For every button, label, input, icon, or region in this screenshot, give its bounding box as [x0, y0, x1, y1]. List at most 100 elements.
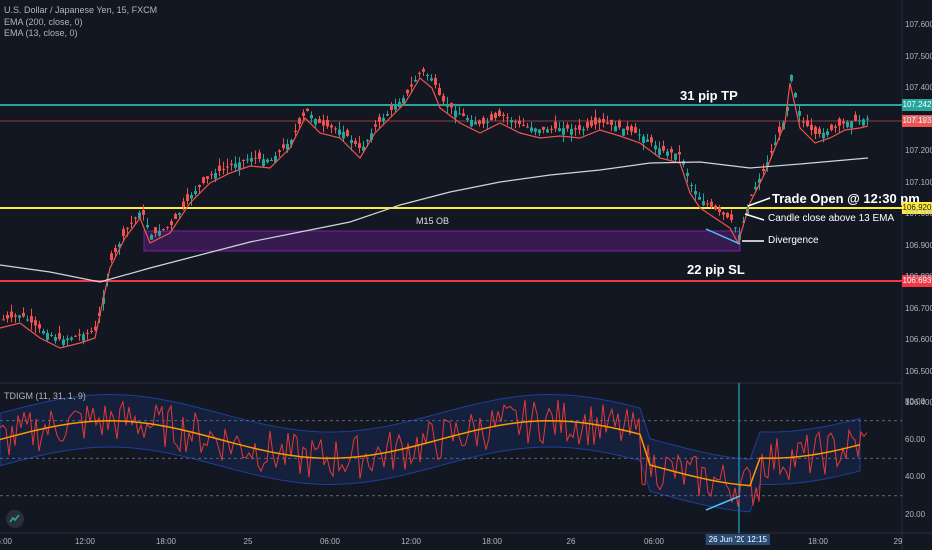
candle-body [210, 174, 213, 176]
candle-body [818, 128, 821, 134]
candle-body [686, 173, 689, 176]
candle-body [30, 316, 33, 323]
candle-body [586, 121, 589, 128]
candle-body [386, 114, 389, 116]
time-tick-label: 25 [243, 537, 253, 546]
osc-rsi-line [0, 399, 868, 507]
candle-close-label: Candle close above 13 EMA [768, 213, 895, 224]
candle-body [762, 168, 765, 171]
candle-body [490, 114, 493, 120]
price-tick-label: 106.800 [905, 272, 932, 281]
candle-body [370, 133, 373, 140]
candle-body [678, 151, 681, 155]
time-tick-label: 12:00 [400, 537, 422, 546]
candle-body [390, 104, 393, 110]
candle-body [302, 112, 305, 116]
candle-body [846, 121, 849, 128]
candle-body [10, 311, 13, 318]
candle-body [646, 139, 649, 142]
candle-body [350, 140, 353, 144]
candle-body [66, 338, 69, 340]
candle-body [338, 129, 341, 135]
candle-body [258, 152, 261, 159]
candle-body [830, 124, 833, 130]
candle-body [694, 191, 697, 195]
candle-body [306, 108, 309, 111]
candle-body [826, 131, 829, 136]
candle-body [442, 95, 445, 102]
candle-body [190, 195, 193, 199]
candle-body [574, 128, 577, 130]
price-tick-label: 107.400 [905, 83, 932, 92]
candle-body [222, 168, 225, 170]
candle-body [250, 158, 253, 162]
price-tick-label: 107.600 [905, 20, 932, 29]
candle-body [38, 324, 41, 329]
candle-arrow [744, 213, 765, 221]
candle-body [606, 122, 609, 124]
candle-body [766, 162, 769, 167]
candle-body [314, 119, 317, 125]
candle-body [550, 128, 553, 130]
candle-body [18, 315, 21, 318]
candle-body [638, 134, 641, 136]
price-tick-label: 106.400 [905, 398, 932, 407]
candle-body [206, 176, 209, 179]
candle-body [598, 119, 601, 123]
time-tick-label: 12:15 [743, 534, 771, 545]
time-tick-label: 26 Jun '20 [705, 534, 749, 545]
candle-body [182, 201, 185, 207]
time-tick-label: 06:00 [0, 537, 13, 546]
candle-body [298, 118, 301, 124]
candle-body [626, 126, 629, 131]
candle-body [402, 98, 405, 104]
candle-body [270, 160, 273, 161]
candle-body [582, 129, 585, 131]
tp-label: 31 pip TP [680, 88, 738, 103]
candle-body [346, 130, 349, 136]
indicator-ema200: EMA (200, close, 0) [4, 17, 83, 27]
candle-body [790, 75, 793, 81]
ema200-line [0, 157, 869, 283]
price-tick-label: 106.500 [905, 366, 932, 376]
candle-body [698, 197, 701, 200]
candle-body [554, 121, 557, 129]
candle-body [218, 165, 221, 171]
candle-body [566, 124, 569, 129]
candle-body [822, 132, 825, 139]
candle-body [194, 191, 197, 195]
candle-body [802, 121, 805, 123]
candle-body [838, 118, 841, 126]
price-tick-label: 107.300 [905, 114, 932, 124]
candle-body [418, 72, 421, 74]
candle-body [518, 120, 521, 124]
ob-zone [143, 230, 741, 252]
candle-body [262, 159, 265, 167]
candle-body [742, 221, 745, 223]
chart-title: U.S. Dollar / Japanese Yen, 15, FXCM [4, 5, 158, 15]
candle-body [326, 119, 329, 127]
candle-body [482, 117, 485, 124]
sl-label: 22 pip SL [687, 262, 745, 277]
candle-body [34, 320, 37, 326]
price-tag-entry: 106.920 [902, 202, 932, 214]
candle-body [602, 118, 605, 123]
candle-body [394, 106, 397, 110]
candle-body [710, 201, 713, 207]
candle-body [294, 130, 297, 132]
candle-body [414, 80, 417, 82]
candle-body [454, 110, 457, 118]
candle-body [662, 145, 665, 151]
candle-body [82, 334, 85, 341]
candle-body [702, 201, 705, 206]
candle-body [630, 126, 633, 132]
candle-body [714, 205, 717, 210]
candle-body [166, 226, 169, 228]
candle-body [814, 127, 817, 134]
candle-body [174, 213, 177, 219]
candle-body [594, 117, 597, 125]
tradingview-logo-icon[interactable] [6, 510, 24, 528]
candle-body [546, 129, 549, 133]
candle-body [242, 159, 245, 161]
